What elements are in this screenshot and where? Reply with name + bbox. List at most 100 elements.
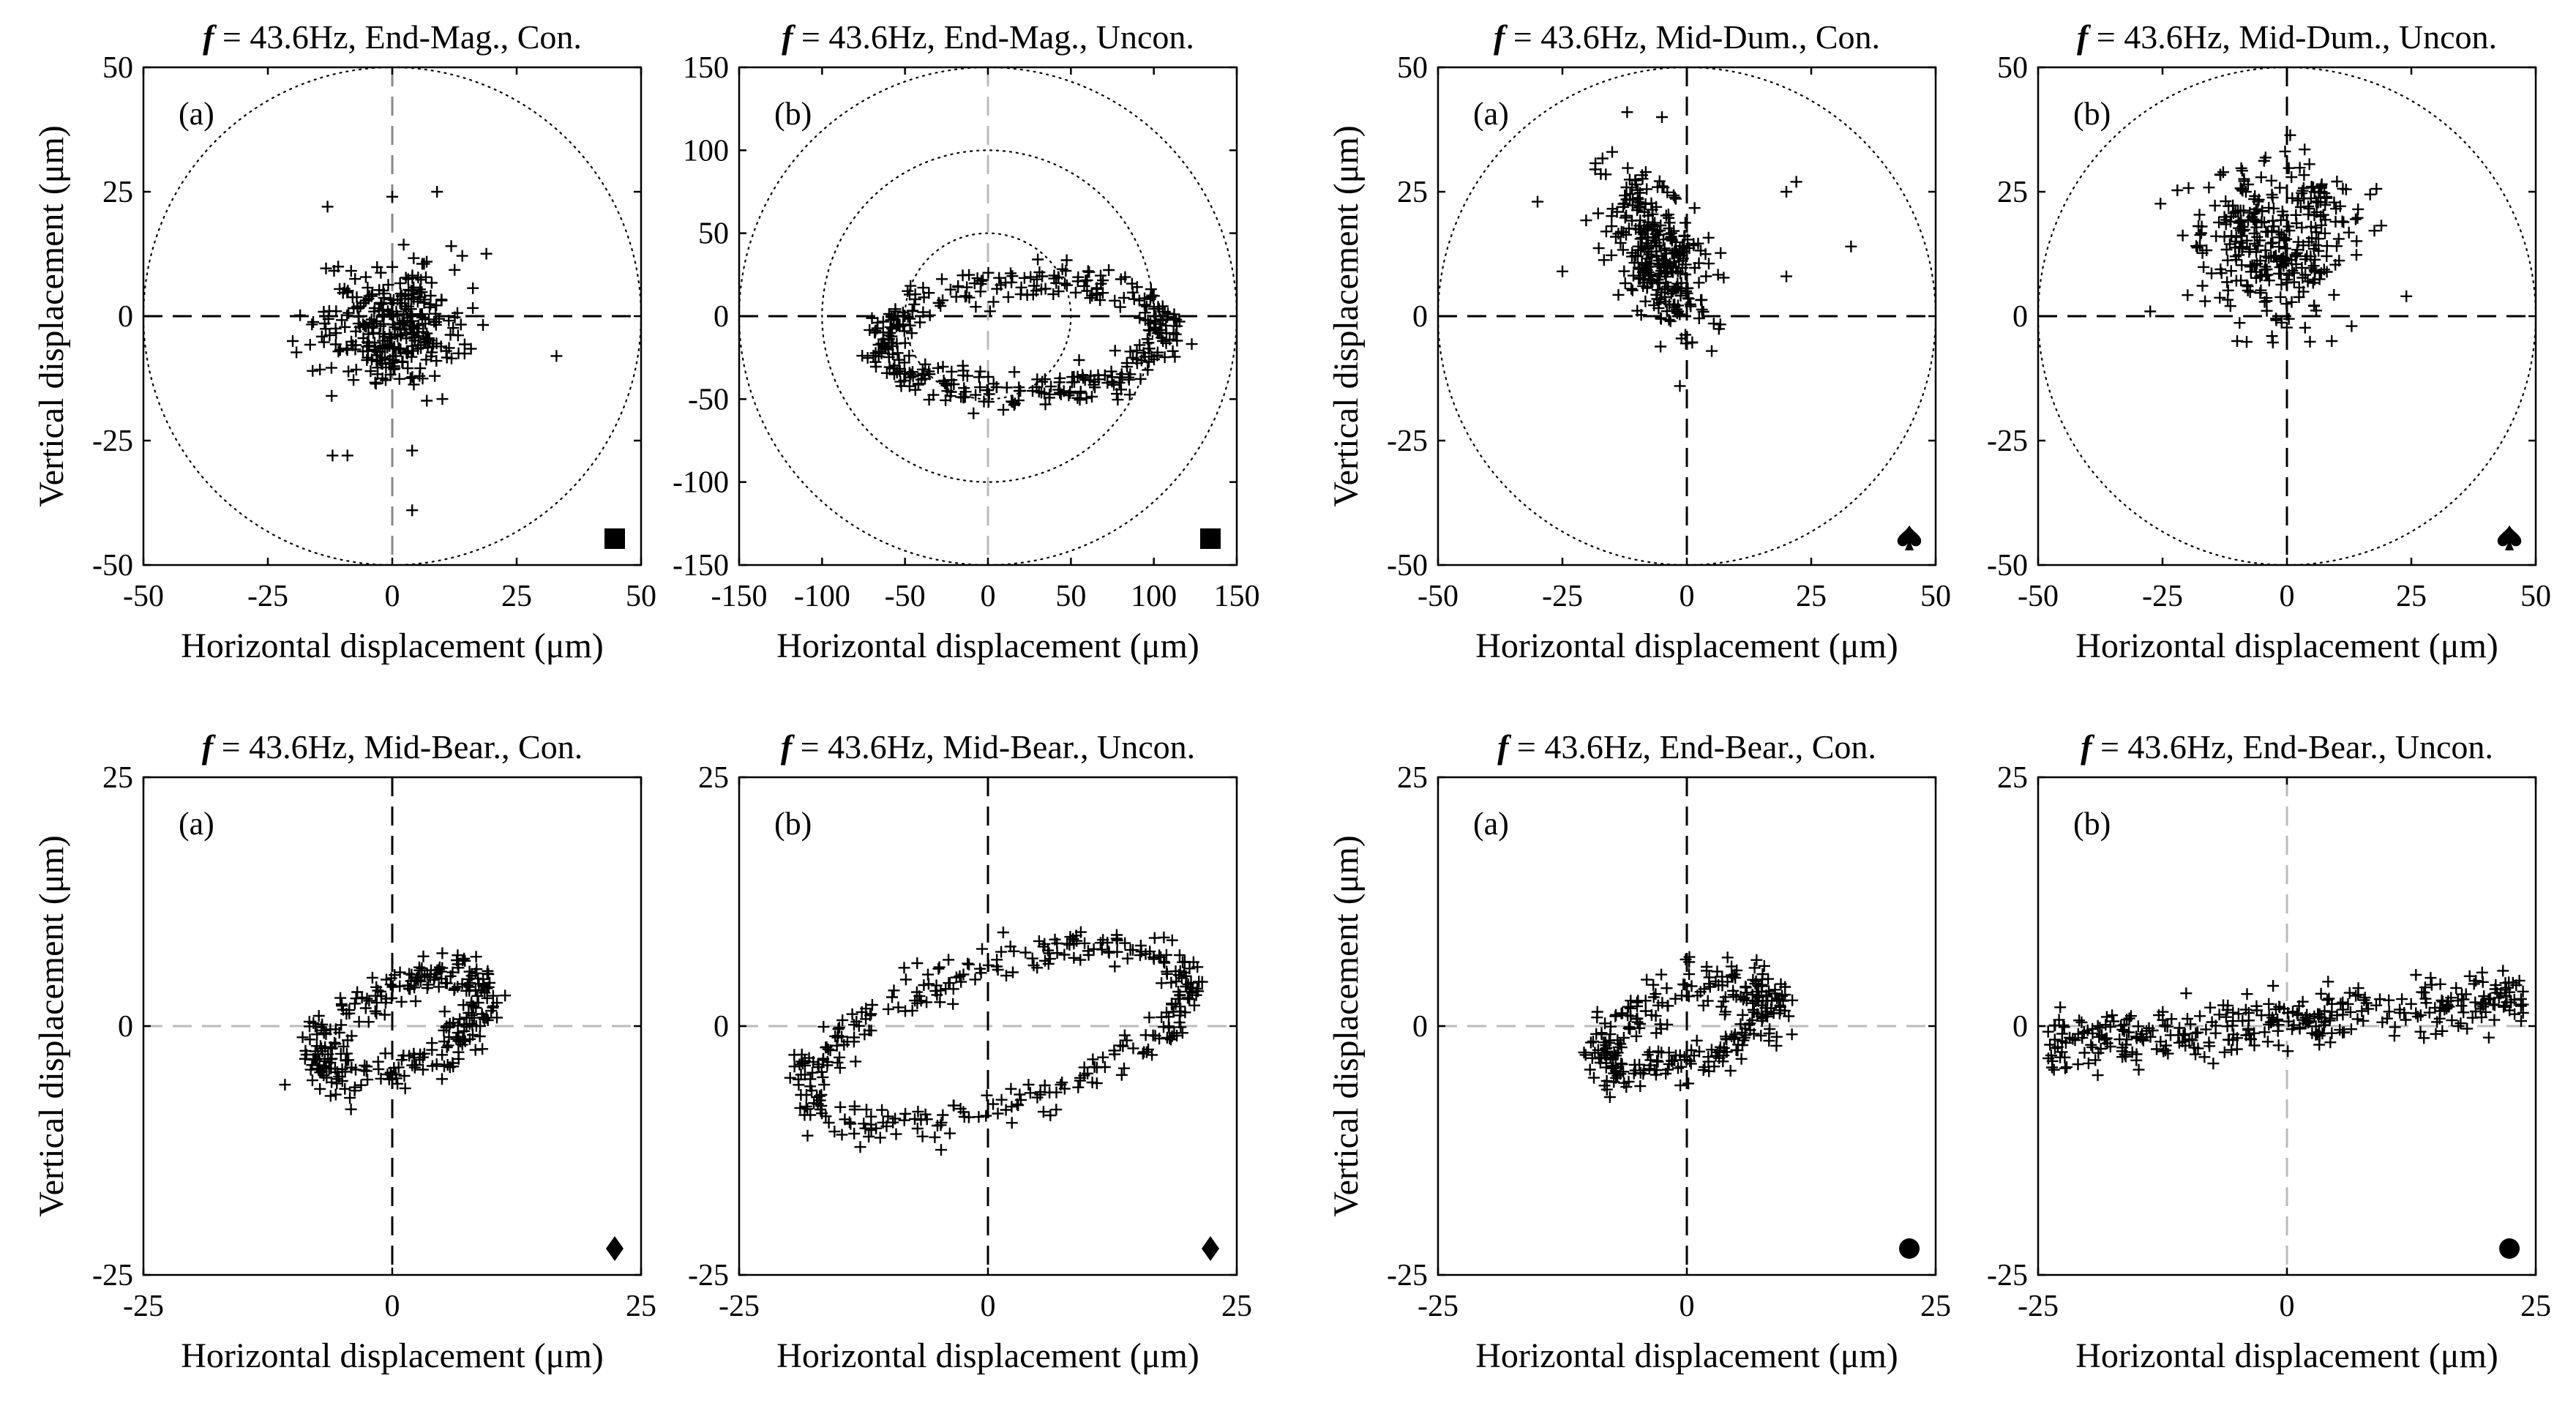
y-tick-label: 25: [1997, 761, 2028, 795]
y-tick-label: 25: [1397, 761, 1428, 795]
x-tick-label: -25: [1542, 580, 1583, 613]
x-tick-label: 50: [1920, 580, 1951, 613]
title-frequency: = 43.6Hz,: [2088, 18, 2239, 56]
y-tick-label: 0: [2012, 300, 2028, 334]
x-tick-label: 25: [1221, 1290, 1252, 1323]
title-variable: f: [202, 728, 217, 766]
y-axis-label: Vertical displacement (μm): [1327, 125, 1366, 507]
title-condition: End-Mag., Uncon.: [944, 18, 1194, 56]
panel-end-mag-uncon: -150 -100 -50 0 50 100 150 -150 -100 -50 0 50 100 150…: [673, 18, 1260, 665]
y-tick-label: 100: [683, 134, 729, 168]
y-tick-label: -25: [1987, 424, 2028, 458]
y-tick-label: 25: [102, 761, 133, 795]
panel-label: (a): [1473, 96, 1509, 132]
y-tick-label: 0: [118, 1010, 133, 1044]
y-tick-label: -25: [92, 424, 133, 458]
panel-marker-square-icon: [604, 528, 625, 549]
y-tick-label: -25: [92, 1259, 133, 1292]
x-tick-label: 0: [1680, 580, 1695, 613]
y-tick-label: -150: [673, 549, 729, 583]
x-tick-label: 50: [1055, 580, 1086, 613]
panel-title: f = 43.6Hz, End-Bear., Con.: [1497, 728, 1876, 766]
x-tick-label: 25: [626, 1290, 656, 1323]
x-tick-label: -50: [2018, 580, 2059, 613]
x-tick-label: 25: [2520, 1290, 2551, 1323]
x-axis-label: Horizontal displacement (μm): [1475, 1336, 1898, 1375]
x-tick-label: 0: [385, 580, 400, 613]
title-variable: f: [781, 728, 795, 766]
panel-label: (a): [1473, 806, 1509, 842]
y-tick-label: -100: [673, 466, 729, 500]
y-tick-label: 0: [714, 1010, 729, 1044]
x-tick-label: 0: [2280, 1290, 2295, 1323]
data-points: [784, 926, 1208, 1156]
y-tick-label: 0: [1412, 300, 1428, 334]
y-tick-label: -25: [688, 1259, 729, 1292]
panel-mid-dum-con: -50 -25 0 25 50 -50 -25 0 25 50 (a) f = 43.6Hz, Mid…: [1327, 18, 1951, 665]
title-variable: f: [1497, 728, 1512, 766]
x-tick-label: 0: [2280, 580, 2295, 613]
y-axis-label: Vertical displacement (μm): [1327, 835, 1366, 1217]
x-axis-label: Horizontal displacement (μm): [1475, 626, 1898, 665]
title-variable: f: [782, 18, 796, 56]
panel-title: f = 43.6Hz, Mid-Dum., Uncon.: [2077, 18, 2497, 56]
x-tick-label: 0: [1680, 1290, 1695, 1323]
y-tick-label: 50: [1997, 51, 2028, 85]
y-tick-label: -25: [1387, 424, 1428, 458]
x-tick-label: -25: [1418, 1290, 1459, 1323]
y-tick-label: 25: [698, 761, 729, 795]
panel-mid-bear-uncon: -25 0 25 -25 0 25 (b) f = 43.6Hz, Mid-Bear., Un…: [688, 728, 1252, 1375]
x-tick-label: -150: [711, 580, 768, 613]
panel-title: f = 43.6Hz, End-Bear., Uncon.: [2081, 728, 2493, 766]
title-frequency: = 43.6Hz,: [793, 18, 943, 56]
y-tick-label: -50: [1387, 549, 1428, 583]
y-tick-label: -25: [1387, 1259, 1428, 1292]
title-condition: Mid-Bear., Uncon.: [943, 728, 1195, 766]
x-tick-label: -100: [794, 580, 850, 613]
title-variable: f: [2077, 18, 2092, 56]
y-tick-label: 25: [102, 176, 133, 209]
x-axis-label: Horizontal displacement (μm): [776, 626, 1199, 665]
x-tick-label: -25: [2142, 580, 2183, 613]
x-tick-label: -50: [1418, 580, 1459, 613]
title-condition: Mid-Dum., Con.: [1655, 18, 1880, 56]
panel-marker-spade-icon: [1897, 525, 1922, 550]
y-tick-label: -50: [688, 383, 729, 416]
x-axis-label: Horizontal displacement (μm): [776, 1336, 1199, 1375]
x-tick-label: -25: [123, 1290, 164, 1323]
title-frequency: = 43.6Hz,: [214, 18, 364, 56]
panel-title: f = 43.6Hz, End-Mag., Uncon.: [782, 18, 1194, 56]
panel-title: f = 43.6Hz, Mid-Bear., Con.: [202, 728, 583, 766]
panel-mid-dum-uncon: -50 -25 0 25 50 -50 -25 0 25 50 (b) f = 43.6Hz, Mid…: [1987, 18, 2551, 665]
x-tick-label: 25: [2396, 580, 2427, 613]
title-condition: End-Bear., Con.: [1660, 728, 1876, 766]
title-frequency: = 43.6Hz,: [792, 728, 943, 766]
y-axis-label: Vertical displacement (μm): [32, 835, 71, 1217]
x-tick-label: 0: [981, 580, 996, 613]
y-tick-label: 25: [1397, 176, 1428, 209]
data-points: [1578, 951, 1799, 1103]
y-tick-label: -25: [1987, 1259, 2028, 1292]
panel-end-bear-con: -25 0 25 -25 0 25 (a) f = 43.6Hz, End-Bear., Co…: [1327, 728, 1951, 1375]
title-frequency: = 43.6Hz,: [2092, 728, 2242, 766]
y-tick-label: 50: [698, 217, 729, 251]
x-tick-label: 150: [1214, 580, 1260, 613]
x-axis-label: Horizontal displacement (μm): [2075, 1336, 2498, 1375]
y-tick-label: 50: [102, 51, 133, 85]
panel-label: (b): [2073, 806, 2111, 842]
x-tick-label: 25: [1796, 580, 1827, 613]
y-tick-label: 25: [1997, 176, 2028, 209]
panel-mid-bear-con: -25 0 25 -25 0 25 (a) f = 43.6Hz, Mid-Bear., Co…: [32, 728, 656, 1375]
y-axis-label: Vertical displacement (μm): [32, 125, 71, 507]
x-tick-label: -25: [2018, 1290, 2059, 1323]
panel-label: (b): [774, 96, 812, 132]
x-tick-label: -25: [719, 1290, 760, 1323]
title-frequency: = 43.6Hz,: [213, 728, 364, 766]
panel-label: (b): [774, 806, 812, 842]
panel-marker-diamond-icon: [1202, 1236, 1219, 1261]
title-variable: f: [1494, 18, 1508, 56]
data-points: [2144, 129, 2413, 348]
title-condition: End-Mag., Con.: [365, 18, 582, 56]
data-points: [1532, 106, 1857, 392]
